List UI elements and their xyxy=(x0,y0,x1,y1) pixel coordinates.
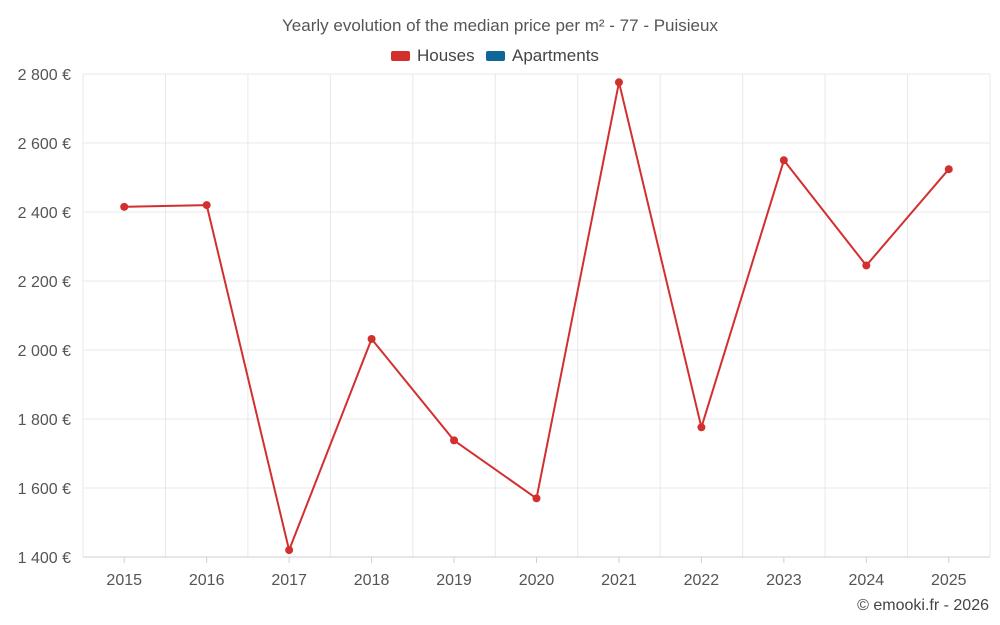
x-tick-label: 2015 xyxy=(106,572,142,589)
data-point-2022[interactable] xyxy=(697,423,706,432)
series-houses xyxy=(120,78,953,555)
legend: Houses Apartments xyxy=(391,46,599,65)
x-tick-label: 2020 xyxy=(519,572,555,589)
x-tick-label: 2023 xyxy=(766,572,802,589)
legend-swatch-apartments xyxy=(486,51,505,61)
data-point-2021[interactable] xyxy=(614,78,623,87)
x-tick-label: 2022 xyxy=(684,572,720,589)
data-point-2019[interactable] xyxy=(450,436,459,445)
y-tick-label: 2 400 € xyxy=(18,205,71,222)
y-tick-label: 1 800 € xyxy=(18,412,71,429)
chart-title: Yearly evolution of the median price per… xyxy=(282,16,718,35)
data-point-2016[interactable] xyxy=(202,201,211,210)
data-point-2018[interactable] xyxy=(367,334,376,343)
axes: 1 400 € 1 600 € 1 800 € 2 000 € 2 200 € 2 400… xyxy=(18,67,990,589)
data-point-2024[interactable] xyxy=(862,261,871,270)
data-point-2020[interactable] xyxy=(532,494,541,503)
x-tick-label: 2016 xyxy=(189,572,225,589)
y-tick-label: 2 200 € xyxy=(18,274,71,291)
grid xyxy=(82,73,991,558)
legend-swatch-houses xyxy=(391,51,410,61)
legend-item-apartments[interactable]: Apartments xyxy=(486,46,599,65)
y-tick-label: 2 600 € xyxy=(18,136,71,153)
x-tick-label: 2025 xyxy=(931,572,967,589)
data-point-2015[interactable] xyxy=(120,202,129,211)
x-tick-label: 2019 xyxy=(436,572,472,589)
x-tick-label: 2018 xyxy=(354,572,390,589)
y-tick-label: 2 800 € xyxy=(18,67,71,84)
legend-label-houses: Houses xyxy=(417,46,475,65)
x-tick-label: 2021 xyxy=(601,572,637,589)
legend-item-houses[interactable]: Houses xyxy=(391,46,475,65)
x-tick-label: 2017 xyxy=(271,572,307,589)
y-tick-label: 1 600 € xyxy=(18,481,71,498)
credit-text: © emooki.fr - 2026 xyxy=(857,597,989,614)
y-tick-label: 1 400 € xyxy=(18,550,71,567)
legend-label-apartments: Apartments xyxy=(512,46,599,65)
data-point-2025[interactable] xyxy=(944,165,953,174)
x-tick-label: 2024 xyxy=(849,572,885,589)
data-point-2023[interactable] xyxy=(779,156,788,165)
y-tick-label: 2 000 € xyxy=(18,343,71,360)
data-point-2017[interactable] xyxy=(285,546,294,555)
